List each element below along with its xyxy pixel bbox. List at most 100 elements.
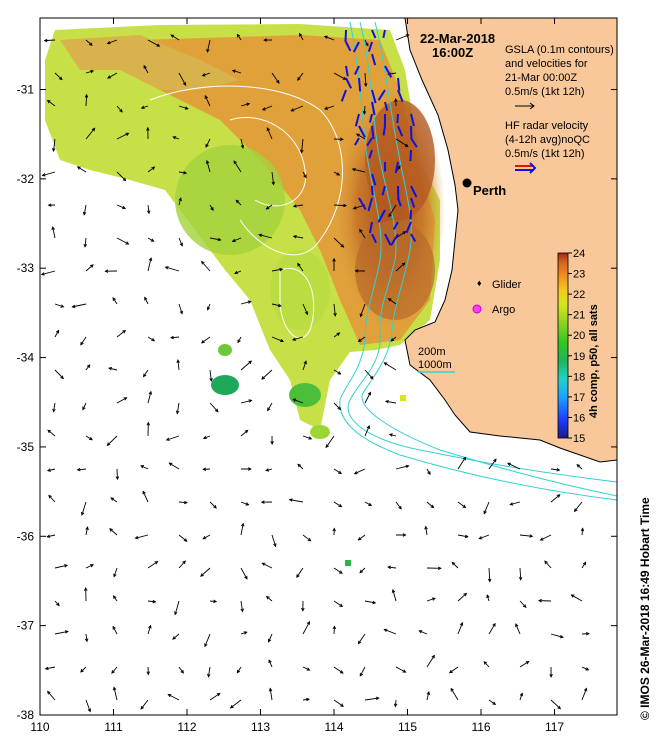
velocity-arrow [54, 303, 64, 308]
velocity-arrowhead [397, 165, 401, 170]
velocity-arrowhead [507, 462, 511, 466]
velocity-arrowhead [122, 205, 127, 210]
velocity-arrow [297, 72, 304, 81]
velocity-arrowhead [109, 528, 113, 532]
velocity-arrow [360, 303, 366, 317]
colorbar-tick-label: 18 [573, 371, 585, 383]
glider-icon: ♦ [477, 278, 482, 288]
velocity-arrowhead [200, 573, 204, 577]
radar-arrow [367, 197, 373, 212]
velocity-arrow [85, 364, 91, 371]
velocity-arrowhead [306, 697, 310, 702]
velocity-arrowhead [154, 561, 159, 565]
velocity-arrowhead [372, 600, 377, 605]
velocity-arrowhead [58, 76, 63, 81]
velocity-arrowhead [343, 203, 348, 208]
velocity-arrow [77, 468, 87, 471]
legend-gsla-2: and velocities for [505, 58, 588, 70]
velocity-arrowhead [519, 692, 524, 697]
velocity-arrow [173, 136, 180, 140]
velocity-arrow [271, 171, 275, 185]
velocity-arrow [359, 666, 366, 677]
radar-arrow [371, 233, 377, 244]
velocity-arrowhead [292, 204, 297, 208]
velocity-arrow [395, 262, 406, 272]
velocity-arrow [457, 593, 467, 602]
hf-radar-arrows [340, 29, 418, 246]
velocity-arrow [41, 270, 56, 275]
velocity-arrowhead [368, 502, 373, 506]
velocity-arrow [392, 589, 397, 602]
velocity-arrow [113, 595, 118, 602]
velocity-arrow [519, 600, 527, 608]
velocity-arrow [519, 567, 522, 580]
lat-axis: -31 -32 -33 -34 -35 -36 -37 -38 [17, 82, 617, 722]
velocity-arrowhead [573, 508, 578, 513]
velocity-arrowhead [337, 406, 342, 411]
velocity-arrowhead [308, 436, 313, 440]
velocity-arrow [110, 497, 118, 503]
velocity-arrowhead [248, 467, 252, 471]
velocity-arrow [209, 237, 221, 241]
velocity-arrow [449, 666, 459, 674]
velocity-arrow [352, 168, 366, 173]
velocity-arrow [358, 336, 366, 342]
velocity-arrow [292, 336, 304, 341]
velocity-arrowhead [483, 510, 487, 515]
velocity-arrowhead [236, 33, 241, 38]
velocity-arrowhead [301, 607, 305, 612]
velocity-arrow [324, 35, 335, 41]
velocity-arrowhead [483, 660, 488, 665]
velocity-arrow [48, 495, 56, 503]
velocity-arrowhead [142, 490, 146, 495]
velocity-arrowhead [84, 587, 88, 591]
velocity-arrowhead [388, 433, 393, 437]
velocity-arrowhead [89, 436, 93, 441]
velocity-arrowhead [261, 107, 266, 111]
velocity-arrowhead [462, 456, 467, 461]
velocity-arrowhead [170, 335, 174, 340]
velocity-arrow [143, 65, 149, 74]
velocity-arrowhead [229, 704, 234, 709]
velocity-arrowhead [401, 262, 406, 267]
velocity-arrowhead [247, 300, 252, 304]
radar-arrow [384, 65, 393, 78]
radar-arrow [410, 233, 417, 242]
velocity-arrow [271, 268, 283, 272]
velocity-arrow [486, 595, 490, 602]
velocity-arrowhead [339, 137, 344, 142]
velocity-arrowhead [352, 206, 357, 210]
radar-arrow [377, 89, 386, 101]
velocity-arrow [325, 435, 335, 448]
velocity-arrow [479, 534, 490, 540]
velocity-arrow [47, 468, 56, 472]
velocity-arrow [116, 132, 129, 140]
velocity-arrowhead [580, 527, 585, 532]
velocity-arrowhead [267, 407, 271, 412]
velocity-arrow [333, 567, 343, 574]
velocity-arrow [147, 561, 158, 569]
velocity-arrow [301, 138, 304, 153]
velocity-arrowhead [405, 464, 410, 469]
velocity-arrowhead [339, 570, 343, 574]
colorbar-tick-label: 19 [573, 351, 585, 363]
velocity-arrowhead [518, 576, 523, 581]
velocity-arrow [206, 160, 211, 173]
velocity-arrowhead [207, 673, 211, 678]
velocity-arrowhead [391, 588, 396, 593]
velocity-arrowhead [431, 654, 435, 659]
velocity-arrowhead [231, 238, 236, 243]
velocity-arrow [178, 198, 182, 206]
velocity-arrowhead [213, 504, 217, 509]
velocity-arrow [147, 336, 155, 342]
velocity-arrow [234, 270, 242, 274]
velocity-arrowhead [359, 228, 363, 233]
velocity-arrow [85, 39, 93, 46]
velocity-arrowhead [91, 127, 96, 132]
legend-hf-2: (4-12h avg)noQC [505, 134, 590, 146]
lon-tick-label: 115 [398, 720, 417, 734]
radar-arrow [345, 65, 349, 77]
velocity-arrowhead [125, 132, 130, 136]
velocity-arrow [384, 362, 397, 371]
velocity-arrowhead [51, 226, 55, 231]
